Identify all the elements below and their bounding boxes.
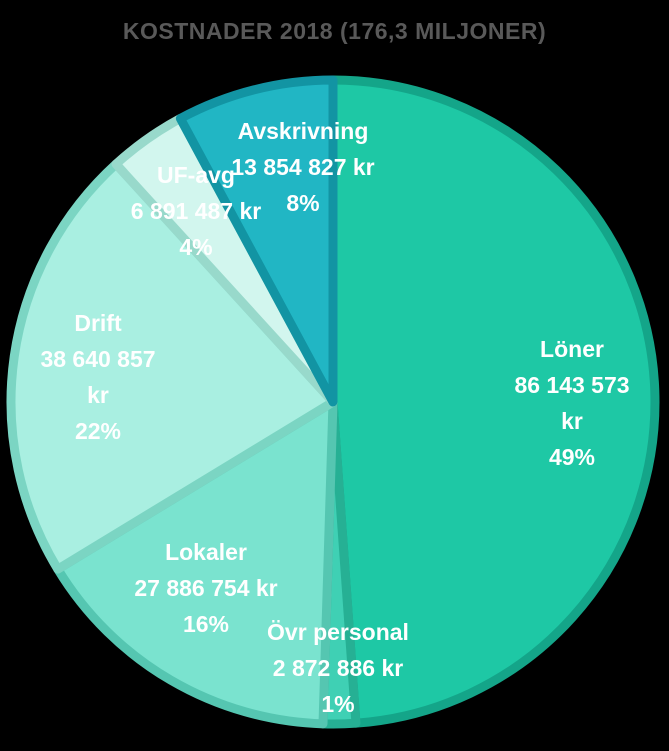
- slice-value-unit-label: kr: [561, 408, 583, 434]
- slice-value-unit-label: kr: [87, 382, 109, 408]
- slice-value-label: 38 640 857: [40, 346, 155, 372]
- slice-label-4: UF-avg 6 891 487 kr 4%: [131, 162, 262, 260]
- slice-label-0: Löner 86 143 573 kr 49%: [514, 336, 629, 470]
- slices-layer: [6, 75, 660, 729]
- slice-value-label: 27 886 754 kr: [134, 575, 277, 601]
- pie-slice-5: [175, 75, 338, 407]
- slice-percent-label: 16%: [183, 611, 229, 637]
- slice-name-label: Löner: [540, 336, 604, 362]
- pie-slice-2: [53, 397, 338, 729]
- slice-value-label: 13 854 827 kr: [231, 154, 374, 180]
- slice-label-5: Avskrivning 13 854 827 kr 8%: [231, 118, 374, 216]
- labels-layer: Löner 86 143 573 kr 49% Övr personal 2 872 88…: [40, 118, 629, 717]
- slice-name-label: Övr personal: [267, 619, 409, 645]
- slice-percent-label: 8%: [286, 190, 319, 216]
- slice-label-2: Lokaler 27 886 754 kr 16%: [134, 539, 277, 637]
- pie-slice-0: [328, 75, 660, 728]
- slice-name-label: Avskrivning: [238, 118, 369, 144]
- slice-percent-label: 1%: [321, 691, 354, 717]
- slice-value-label: 86 143 573: [514, 372, 629, 398]
- pie-slice-3: [6, 159, 338, 574]
- slice-label-3: Drift 38 640 857 kr 22%: [40, 310, 155, 444]
- slice-name-label: Lokaler: [165, 539, 247, 565]
- slice-name-label: Drift: [74, 310, 122, 336]
- slice-percent-label: 49%: [549, 444, 595, 470]
- chart-title: KOSTNADER 2018 (176,3 MILJONER): [122, 18, 547, 44]
- slice-name-label: UF-avg: [157, 162, 235, 188]
- slice-label-1: Övr personal 2 872 886 kr 1%: [267, 619, 409, 717]
- slice-value-label: 6 891 487 kr: [131, 198, 262, 224]
- slice-value-label: 2 872 886 kr: [273, 655, 404, 681]
- slice-percent-label: 4%: [179, 234, 212, 260]
- slice-percent-label: 22%: [75, 418, 121, 444]
